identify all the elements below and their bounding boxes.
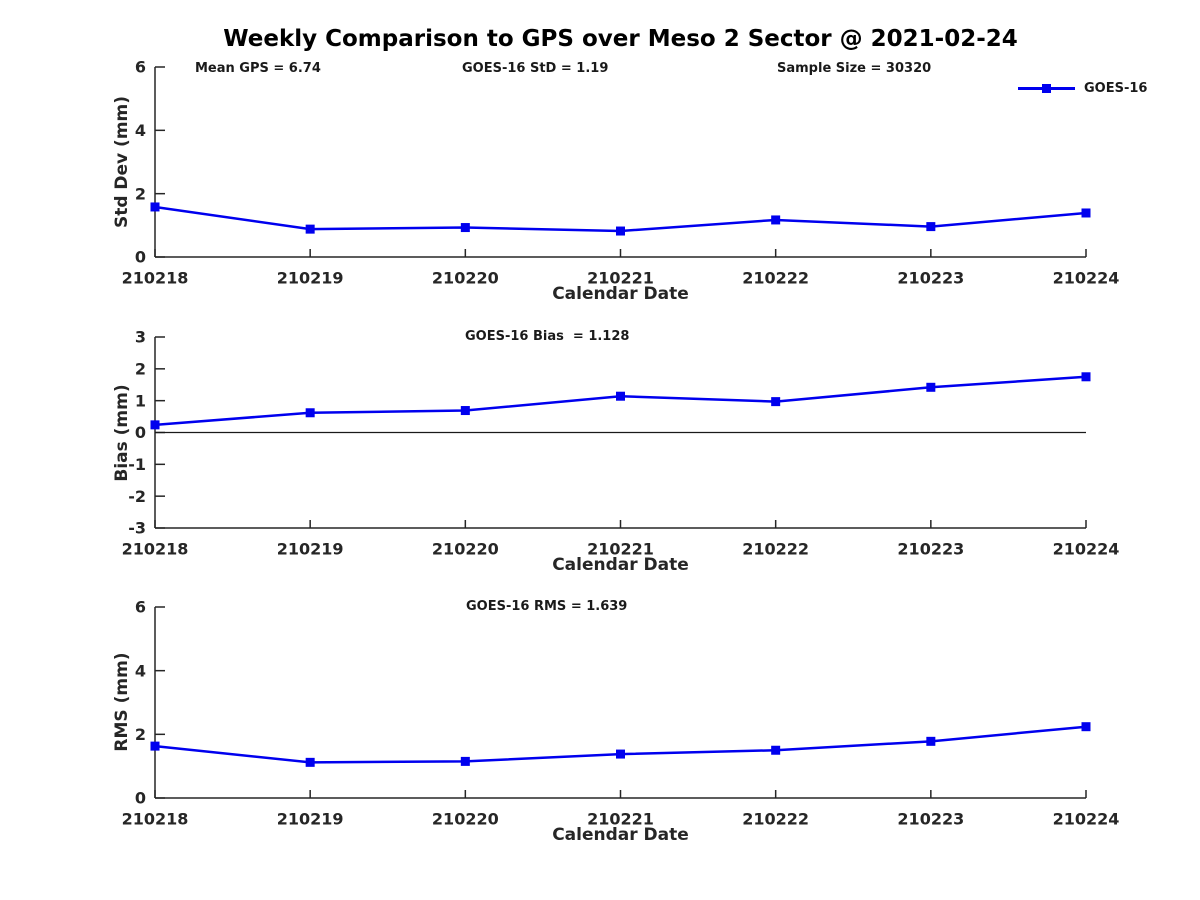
x-tick-label: 210218 xyxy=(122,269,189,288)
series-marker xyxy=(616,226,625,236)
x-tick-label: 210224 xyxy=(1053,810,1120,829)
xlabel-rms: Calendar Date xyxy=(552,825,689,845)
series-marker xyxy=(305,224,315,234)
chart-rms: 0 2 4 6 210218 210219 210220 210221 210222 210223… xyxy=(122,598,1120,829)
series-marker xyxy=(150,202,160,212)
y-tick-label: 2 xyxy=(135,184,146,203)
x-tick-label: 210220 xyxy=(432,269,499,288)
y-tick-label: 0 xyxy=(135,423,146,442)
series-marker xyxy=(926,382,936,392)
series-marker xyxy=(926,222,936,232)
y-tick-label: 6 xyxy=(135,598,146,617)
x-tick-label: 210222 xyxy=(742,269,809,288)
x-tick-label: 210219 xyxy=(277,810,344,829)
x-tick-label: 210219 xyxy=(277,540,344,559)
y-tick-label: -1 xyxy=(128,455,146,474)
x-tick-label: 210221 xyxy=(587,810,654,829)
series-marker xyxy=(1081,208,1091,218)
series-marker xyxy=(305,757,315,767)
annotation-goes-std: GOES-16 StD = 1.19 xyxy=(462,61,609,76)
y-tick-label: 4 xyxy=(135,661,146,680)
x-tick-label: 210220 xyxy=(432,810,499,829)
x-tick-label: 210223 xyxy=(897,269,964,288)
series-marker xyxy=(460,406,470,416)
chart-stddev: 0 2 4 6 210218 210219 210220 210221 210222 210223… xyxy=(122,58,1120,288)
y-tick-label: 3 xyxy=(135,328,146,347)
x-tick-label: 210220 xyxy=(432,540,499,559)
x-tick-label: 210223 xyxy=(897,810,964,829)
ylabel-rms: RMS (mm) xyxy=(112,652,132,752)
x-tick-label: 210219 xyxy=(277,269,344,288)
series-marker xyxy=(771,215,781,225)
y-tick-label: -3 xyxy=(128,519,146,538)
series-marker xyxy=(460,223,470,233)
y-tick-label: 1 xyxy=(135,391,146,410)
x-tick-label: 210224 xyxy=(1053,269,1120,288)
annotation-mean-gps: Mean GPS = 6.74 xyxy=(195,61,321,76)
y-tick-label: 0 xyxy=(135,248,146,267)
ylabel-bias: Bias (mm) xyxy=(112,384,132,482)
xlabel-bias: Calendar Date xyxy=(552,555,689,575)
x-tick-label: 210223 xyxy=(897,540,964,559)
x-tick-label: 210222 xyxy=(742,540,809,559)
annotation-bias: GOES-16 Bias = 1.128 xyxy=(465,329,630,344)
series-marker xyxy=(1081,372,1091,382)
y-tick-label: 2 xyxy=(135,359,146,378)
annotation-rms: GOES-16 RMS = 1.639 xyxy=(466,599,628,614)
y-tick-label: -2 xyxy=(128,487,146,506)
y-tick-label: 6 xyxy=(135,58,146,77)
series-marker xyxy=(771,745,781,755)
chart-bias: -3 -2 -1 0 1 2 3 210218 210219 210220 210221 210222… xyxy=(122,328,1120,559)
series-marker xyxy=(150,741,160,751)
legend: GOES-16 xyxy=(1018,81,1147,96)
x-tick-label: 210221 xyxy=(587,269,654,288)
series-marker xyxy=(150,420,160,430)
x-tick-label: 210222 xyxy=(742,810,809,829)
y-tick-label: 4 xyxy=(135,121,146,140)
xlabel-stddev: Calendar Date xyxy=(552,284,689,304)
series-marker xyxy=(926,736,936,746)
x-tick-label: 210218 xyxy=(122,540,189,559)
series-marker xyxy=(1081,722,1091,732)
series-marker xyxy=(460,756,470,766)
figure-title: Weekly Comparison to GPS over Meso 2 Sec… xyxy=(223,26,1018,52)
annotation-sample-size: Sample Size = 30320 xyxy=(777,61,932,76)
x-tick-label: 210221 xyxy=(587,540,654,559)
series-marker xyxy=(616,391,625,401)
x-tick-label: 210218 xyxy=(122,810,189,829)
series-marker xyxy=(771,397,781,407)
ylabel-stddev: Std Dev (mm) xyxy=(112,95,132,229)
x-tick-label: 210224 xyxy=(1053,540,1120,559)
legend-label: GOES-16 xyxy=(1084,81,1148,96)
series-marker xyxy=(616,749,625,759)
y-tick-label: 2 xyxy=(135,725,146,744)
series-marker xyxy=(305,408,315,418)
legend-marker-icon xyxy=(1042,84,1051,93)
legend-line-sample xyxy=(1018,84,1075,93)
y-tick-label: 0 xyxy=(135,789,146,808)
series-line-GOES-16 xyxy=(154,375,1087,427)
